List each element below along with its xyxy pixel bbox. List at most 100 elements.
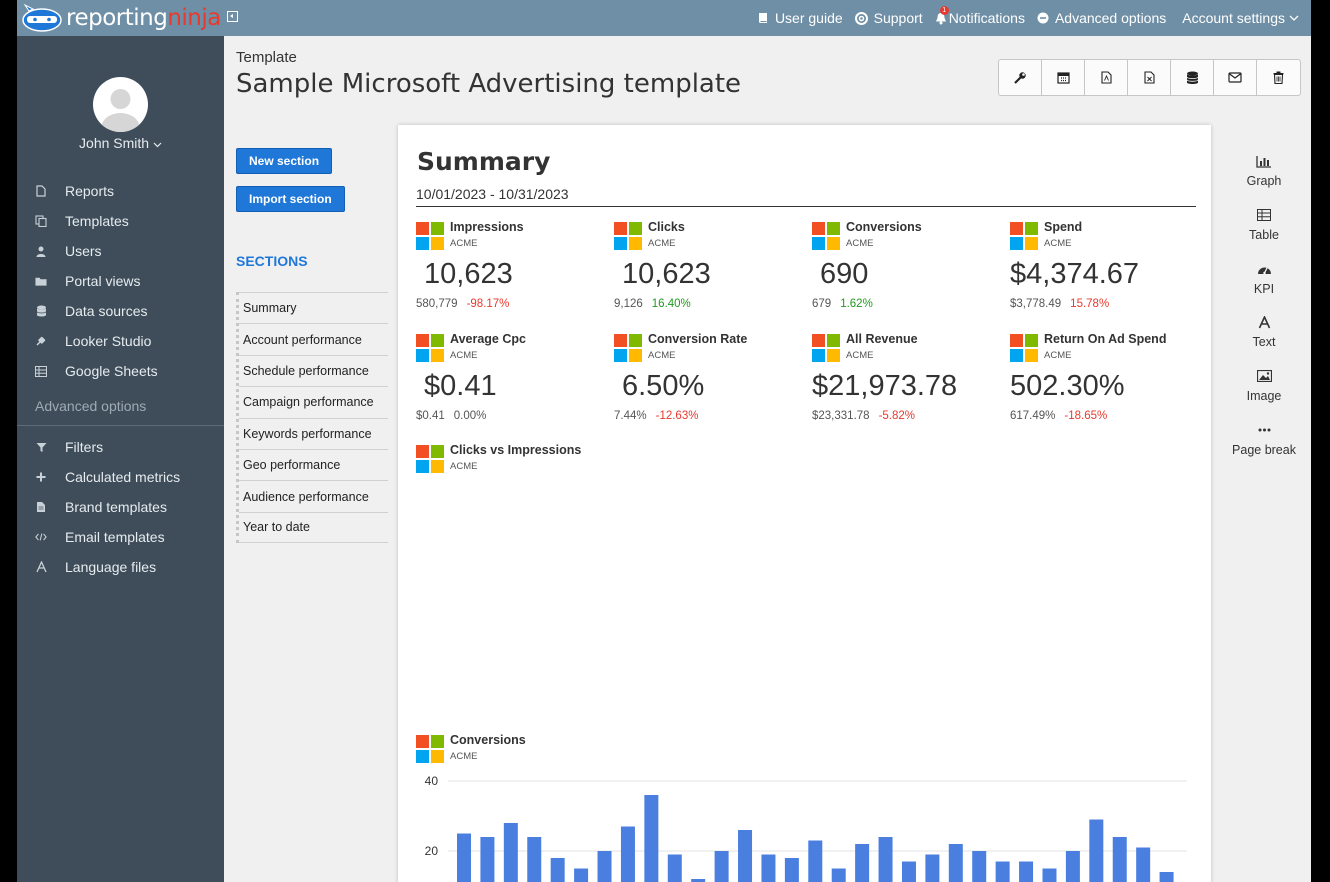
widget-label: Graph [1246,174,1282,188]
logo[interactable]: reportingninja [21,3,238,33]
microsoft-logo-icon [812,222,840,250]
data-sources-button[interactable] [1171,60,1214,95]
envelope-icon [1228,72,1242,83]
user-menu[interactable]: John Smith [17,135,224,151]
main-content: Template Sample Microsoft Advertising te… [224,36,1311,882]
sidebar-item-google-sheets[interactable]: Google Sheets [17,356,224,386]
kpi-account: ACME [648,238,676,249]
kpi-name: Average Cpc [450,332,526,346]
advanced-options-link[interactable]: Advanced options [1037,10,1166,26]
lifebuoy-icon [854,11,868,25]
conversions-bar [667,854,682,882]
conversions-bar [480,837,495,882]
text-icon [1258,314,1271,330]
kpi-value: 10,623 [622,258,711,290]
kpi-value: 10,623 [424,258,513,290]
section-item-schedule-performance[interactable]: Schedule performance [239,354,388,386]
microsoft-logo-icon [614,222,642,250]
export-excel-button[interactable] [1128,60,1171,95]
kpi-spend: Spend ACME $4,374.67 $3,778.49 15.78% [1010,220,1208,332]
microsoft-logo-icon [416,222,444,250]
folder-icon [35,277,47,286]
conversions-bar [784,858,799,882]
section-item-geo-performance[interactable]: Geo performance [239,448,388,480]
database-icon [1186,71,1198,84]
sidebar-item-templates[interactable]: Templates [17,206,224,236]
sidebar-item-label: Email templates [65,529,165,545]
section-item-account-performance[interactable]: Account performance [239,323,388,354]
excel-file-icon [1143,71,1155,84]
conversions-bar [925,854,940,882]
clicks-vs-impressions-header: Clicks vs Impressions ACME [416,443,716,475]
kpi-change: -12.63% [655,410,699,422]
conversions-bar [1019,861,1034,882]
document-icon [37,502,45,512]
sidebar-item-data-sources[interactable]: Data sources [17,296,224,326]
sidebar-item-label: Templates [65,213,129,229]
kpi-previous-value: 7.44% [614,410,647,422]
sections-list: Summary Account performance Schedule per… [236,292,388,544]
sidebar-item-email-templates[interactable]: Email templates [17,522,224,552]
notifications-link[interactable]: 1 Notifications [935,5,1025,26]
account-settings-dropdown[interactable]: Account settings [1182,10,1299,26]
app-window: reportingninja User guide Support 1 Noti… [17,0,1311,882]
sidebar-item-brand-templates[interactable]: Brand templates [17,492,224,522]
kpi-all-revenue: All Revenue ACME $21,973.78 $23,331.78 -5.82… [812,332,1010,444]
widget-panel: Graph Table KPI Text Image Page break [1224,141,1304,464]
settings-button[interactable] [999,60,1042,95]
sidebar-nav: Reports Templates Users Portal views Dat… [17,176,224,582]
section-item-audience-performance[interactable]: Audience performance [239,480,388,511]
section-item-year-to-date[interactable]: Year to date [239,511,388,544]
email-button[interactable] [1214,60,1257,95]
conversions-bar [714,851,729,882]
conversions-bar [878,837,893,882]
clicks-vs-impressions-chart: 600400200030k20k10k0ClicksImpressions10/… [398,477,1211,702]
widget-label: Text [1252,335,1276,350]
sidebar-item-portal-views[interactable]: Portal views [17,266,224,296]
export-pdf-button[interactable] [1085,60,1128,95]
section-item-keywords-performance[interactable]: Keywords performance [239,417,388,449]
page-title: Sample Microsoft Advertising template [236,69,742,99]
sidebar-item-reports[interactable]: Reports [17,176,224,206]
microsoft-logo-icon [416,445,444,473]
conversions-bar [1089,819,1104,882]
sidebar-item-looker-studio[interactable]: Looker Studio [17,326,224,356]
kpi-value: 502.30% [1010,370,1125,402]
chevron-down-icon [1289,15,1299,21]
sidebar-item-calculated-metrics[interactable]: Calculated metrics [17,462,224,492]
add-image-widget[interactable]: Image [1224,356,1304,410]
plug-icon [36,336,46,346]
account-settings-label: Account settings [1182,10,1285,26]
add-page-break-widget[interactable]: Page break [1224,410,1304,464]
add-kpi-widget[interactable]: KPI [1224,249,1304,303]
avatar[interactable] [93,77,148,132]
section-item-campaign-performance[interactable]: Campaign performance [239,386,388,417]
sidebar-item-users[interactable]: Users [17,236,224,266]
add-table-widget[interactable]: Table [1224,195,1304,249]
new-section-button[interactable]: New section [236,148,333,174]
kpi-comparison: 580,779 -98.17% [416,298,509,310]
conversions-bar [761,854,776,882]
copy-icon [35,215,47,227]
delete-button[interactable] [1257,60,1300,95]
user-guide-link[interactable]: User guide [757,10,843,26]
kpi-change: 0.00% [453,410,487,422]
kpi-name: All Revenue [846,332,918,346]
notification-count-badge: 1 [939,5,949,15]
kpi-account: ACME [846,238,874,249]
kpi-change: -18.65% [1064,410,1108,422]
sidebar-item-language-files[interactable]: Language files [17,552,224,582]
kpi-previous-value: 580,779 [416,298,458,310]
add-text-widget[interactable]: Text [1224,302,1304,356]
import-section-button[interactable]: Import section [236,186,345,212]
code-icon [35,533,47,541]
conversions-bar [738,830,753,882]
calendar-icon [1056,72,1070,84]
collapse-sidebar-icon[interactable] [226,10,238,22]
add-graph-widget[interactable]: Graph [1224,141,1304,195]
section-item-summary[interactable]: Summary [239,292,388,323]
schedule-button[interactable] [1042,60,1085,95]
sidebar-item-filters[interactable]: Filters [17,432,224,462]
kpi-comparison: $0.41 0.00% [416,410,486,422]
support-link[interactable]: Support [854,10,923,26]
